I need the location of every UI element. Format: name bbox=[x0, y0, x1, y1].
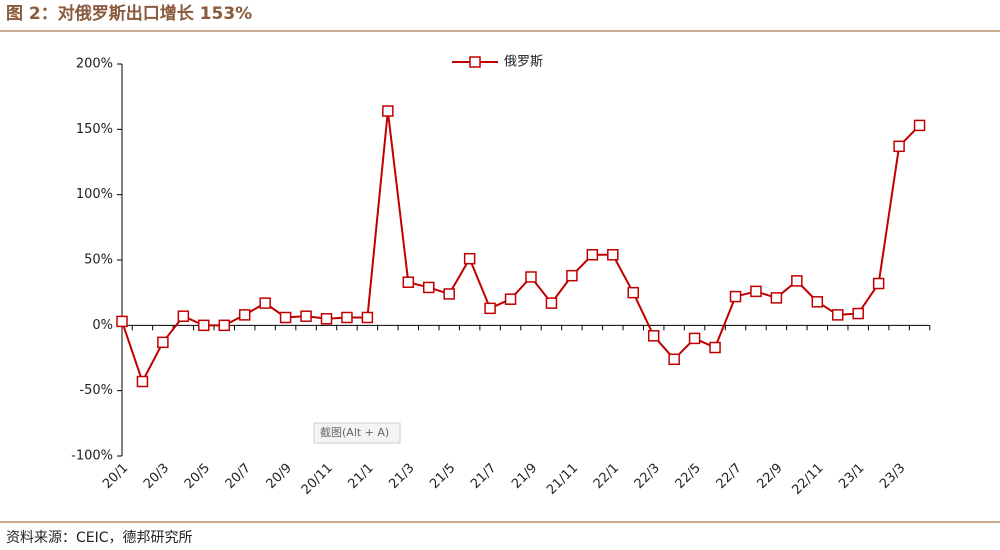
x-tick-label: 21/3 bbox=[386, 461, 417, 492]
point bbox=[750, 285, 762, 298]
point bbox=[361, 311, 374, 324]
point bbox=[341, 311, 353, 324]
point bbox=[709, 341, 721, 354]
point bbox=[136, 375, 149, 388]
x-tick-label: 20/11 bbox=[299, 461, 336, 498]
y-tick-label: -100% bbox=[71, 449, 113, 464]
point bbox=[198, 319, 210, 332]
point bbox=[443, 288, 455, 300]
point bbox=[627, 286, 639, 299]
point bbox=[586, 249, 599, 261]
point bbox=[525, 271, 537, 283]
point bbox=[668, 353, 680, 366]
point bbox=[872, 277, 885, 290]
point bbox=[116, 315, 128, 328]
x-tick-label: 22/5 bbox=[673, 461, 704, 492]
point bbox=[852, 307, 864, 320]
x-tick-label: 20/9 bbox=[264, 461, 295, 492]
point bbox=[238, 309, 251, 321]
x-tick-label: 20/1 bbox=[100, 461, 131, 492]
x-tick-label: 22/9 bbox=[754, 461, 785, 492]
y-tick-label: 0% bbox=[92, 318, 113, 333]
point bbox=[893, 140, 905, 153]
point bbox=[647, 330, 660, 342]
point bbox=[566, 269, 578, 282]
x-tick-label: 22/1 bbox=[591, 461, 622, 492]
point bbox=[913, 119, 926, 132]
x-tick-label: 20/3 bbox=[141, 461, 172, 492]
point bbox=[300, 310, 312, 322]
x-tick-label: 21/5 bbox=[427, 461, 458, 492]
y-tick-label: 200% bbox=[76, 57, 113, 72]
x-tick-label: 22/7 bbox=[714, 461, 745, 492]
x-tick-label: 21/9 bbox=[509, 461, 540, 492]
y-tick-label: 100% bbox=[76, 187, 113, 202]
x-tick-label: 23/1 bbox=[836, 461, 867, 492]
legend-label: 俄罗斯 bbox=[504, 55, 543, 70]
x-tick-label: 23/3 bbox=[877, 461, 908, 492]
legend-marker bbox=[469, 56, 481, 68]
point bbox=[157, 336, 169, 349]
tooltip: 截图(Alt + A) bbox=[320, 425, 389, 439]
point bbox=[218, 319, 230, 332]
point bbox=[729, 290, 742, 303]
point bbox=[423, 281, 435, 294]
point bbox=[607, 249, 619, 261]
point bbox=[504, 293, 517, 305]
point bbox=[770, 292, 783, 304]
x-tick-label: 21/11 bbox=[544, 461, 581, 498]
point bbox=[320, 313, 333, 325]
point bbox=[259, 297, 271, 309]
y-tick-label: 150% bbox=[76, 122, 113, 137]
point bbox=[382, 105, 394, 117]
tooltip-box bbox=[313, 422, 401, 444]
x-tick-label: 20/5 bbox=[182, 461, 213, 492]
chart-title: 图 2：对俄罗斯出口增长 153% bbox=[6, 3, 252, 24]
x-tick-label: 22/11 bbox=[790, 461, 827, 498]
point bbox=[463, 252, 476, 265]
x-tick-label: 21/7 bbox=[468, 461, 499, 492]
point bbox=[177, 310, 190, 322]
y-tick-label: 50% bbox=[84, 253, 113, 268]
x-tick-label: 22/3 bbox=[632, 461, 663, 492]
point bbox=[791, 275, 803, 287]
point bbox=[484, 302, 496, 315]
y-tick-label: -50% bbox=[79, 383, 113, 398]
source: 资料来源：CEIC，德邦研究所 bbox=[6, 530, 193, 546]
point bbox=[811, 296, 824, 308]
point bbox=[545, 297, 558, 309]
point bbox=[832, 309, 844, 321]
point bbox=[688, 332, 701, 345]
series-line bbox=[121, 110, 921, 385]
x-tick-label: 20/7 bbox=[223, 461, 254, 492]
point bbox=[279, 311, 292, 324]
x-tick-label: 21/1 bbox=[345, 461, 376, 492]
point bbox=[402, 276, 415, 288]
